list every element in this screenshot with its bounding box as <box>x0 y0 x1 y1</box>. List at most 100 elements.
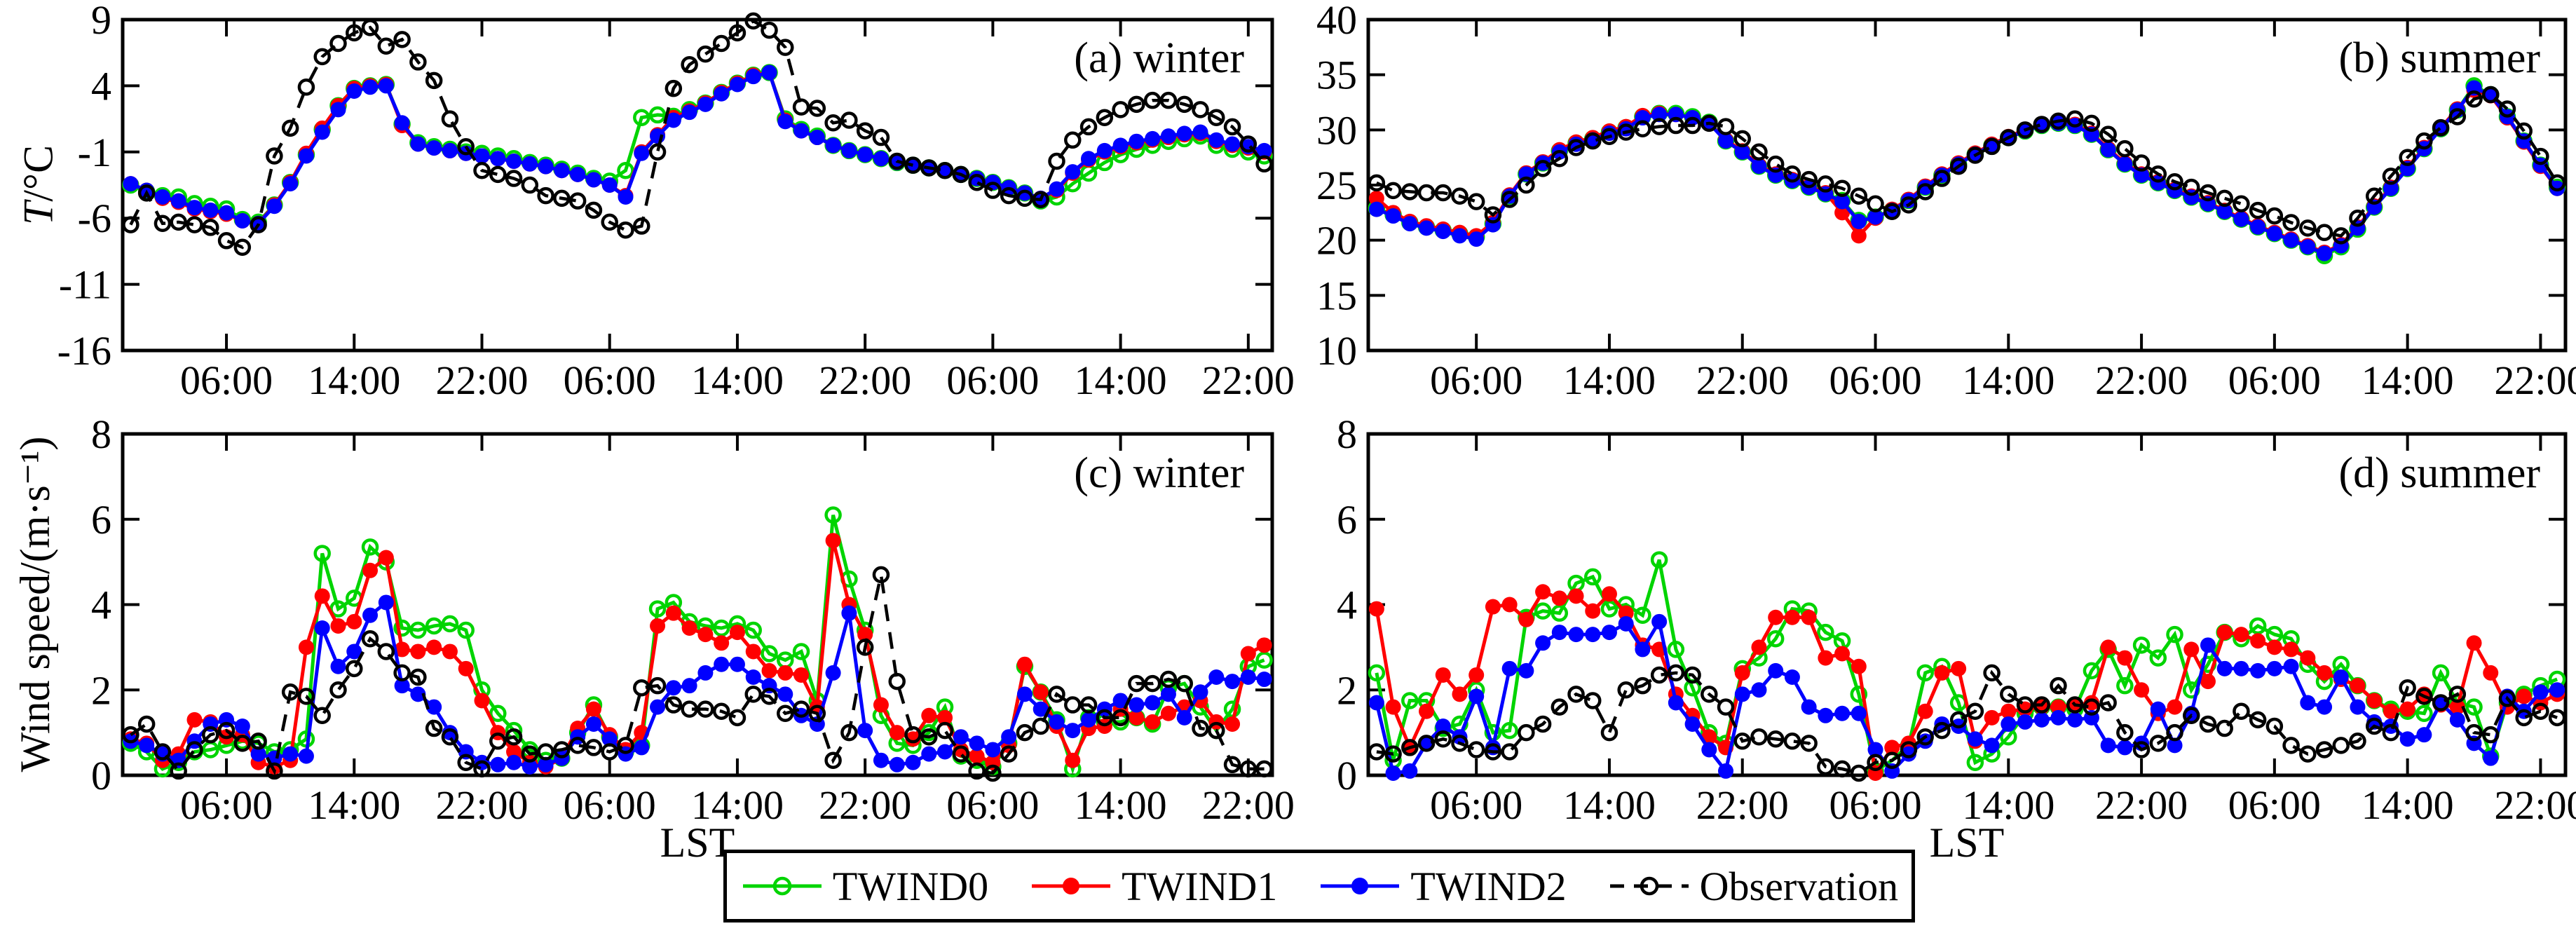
x-tick-label: 22:00 <box>1202 782 1295 828</box>
series-line-Observation <box>1376 669 2558 775</box>
x-tick-label: 06:00 <box>1430 782 1522 828</box>
legend-item-twind1: TWIND1 <box>1029 863 1277 910</box>
y-tick-label: 25 <box>1316 163 1357 208</box>
x-tick-label: 22:00 <box>435 358 528 403</box>
x-tick-label: 14:00 <box>1563 782 1656 828</box>
x-tick-label: 14:00 <box>691 358 784 403</box>
series-line-Observation <box>1375 93 2559 238</box>
y-tick-label: 8 <box>1337 411 1357 457</box>
series-line-TWIND0 <box>1375 559 2558 774</box>
y-tick-label: -11 <box>59 262 111 308</box>
x-tick-label: 06:00 <box>1430 358 1522 403</box>
y-tick-label: -6 <box>78 196 111 241</box>
y-tick-label: -1 <box>78 130 111 175</box>
panel-c-plot: 06:00 14:00 22:00 06:00 14:00 22:00 06:00 14:00… <box>91 411 1295 828</box>
x-tick-label: 22:00 <box>2494 358 2576 403</box>
x-tick-label: 14:00 <box>2362 782 2454 828</box>
series-line-TWIND0 <box>1375 83 2559 258</box>
x-tick-label: 06:00 <box>2228 782 2321 828</box>
panel-a-plot: 06:00 14:00 22:00 06:00 14:00 22:00 06:00 14:00… <box>57 0 1295 403</box>
x-axis-label-left: LST <box>660 819 735 866</box>
legend-label-twind2: TWIND2 <box>1410 863 1567 909</box>
x-tick-label: 14:00 <box>308 358 400 403</box>
y-tick-label: 8 <box>91 411 111 457</box>
y-tick-label: 20 <box>1316 218 1357 264</box>
temp-unit: /°C <box>15 144 62 202</box>
y-tick-label: 2 <box>1337 667 1357 713</box>
legend-item-twind2: TWIND2 <box>1318 863 1567 910</box>
x-tick-label: 22:00 <box>819 782 911 828</box>
y-tick-label: 40 <box>1316 0 1357 43</box>
twind0-line-marker-icon <box>742 876 822 896</box>
series-markers-TWIND1 <box>123 533 1272 775</box>
y-tick-label: 4 <box>1337 583 1357 628</box>
legend-item-twind0: TWIND0 <box>740 863 988 910</box>
x-tick-label: 06:00 <box>946 782 1039 828</box>
x-tick-label: 14:00 <box>1962 358 2054 403</box>
legend-label-twind1: TWIND1 <box>1122 863 1278 909</box>
panel-d-title: (d) summer <box>2338 449 2540 497</box>
x-tick-label: 22:00 <box>2494 782 2576 828</box>
series-markers-TWIND0 <box>1368 551 2566 780</box>
legend: TWIND0 TWIND1 TWIND2 Observation <box>723 850 1915 922</box>
x-tick-label: 22:00 <box>2095 358 2188 403</box>
series-line-TWIND2 <box>1375 86 2559 256</box>
series-markers-TWIND2 <box>123 594 1272 775</box>
panel-a-title: (a) winter <box>1074 34 1244 82</box>
twind1-line-marker-icon <box>1032 878 1111 894</box>
x-tick-label: 14:00 <box>691 782 784 828</box>
x-tick-label: 06:00 <box>2228 358 2321 403</box>
x-tick-label: 14:00 <box>1563 358 1656 403</box>
series-markers-Observation <box>122 566 1273 782</box>
x-tick-label: 14:00 <box>1075 782 1167 828</box>
x-tick-label: 22:00 <box>435 782 528 828</box>
series-markers-Observation <box>1368 86 2566 245</box>
y-tick-label: 30 <box>1316 107 1357 153</box>
y-tick-label: 2 <box>91 667 111 713</box>
y-tick-label: 4 <box>91 583 111 628</box>
x-tick-label: 06:00 <box>1829 358 1921 403</box>
y-tick-label: 4 <box>91 63 111 109</box>
observation-dash-circle-icon <box>1609 876 1689 896</box>
x-tick-label: 14:00 <box>308 782 400 828</box>
twind2-line-marker-icon <box>1321 878 1400 894</box>
x-tick-label: 14:00 <box>1075 358 1167 403</box>
y-tick-label: 9 <box>91 0 111 43</box>
x-tick-label: 06:00 <box>1829 782 1921 828</box>
x-tick-label: 22:00 <box>1696 358 1789 403</box>
series-markers-TWIND2 <box>123 64 1272 231</box>
panel-c-title: (c) winter <box>1074 449 1244 497</box>
legend-item-observation: Observation <box>1607 863 1899 910</box>
y-tick-label: 0 <box>1337 753 1357 798</box>
x-tick-label: 06:00 <box>180 782 273 828</box>
x-tick-label: 22:00 <box>819 358 911 403</box>
x-tick-label: 06:00 <box>946 358 1039 403</box>
temp-symbol: T <box>15 201 62 226</box>
legend-label-twind0: TWIND0 <box>832 863 989 909</box>
x-tick-label: 22:00 <box>1202 358 1295 403</box>
panel-d-plot: 06:00 14:00 22:00 06:00 14:00 22:00 06:00 14:00… <box>1337 411 2576 828</box>
legend-label-observation: Observation <box>1699 863 1899 909</box>
y-tick-label: 0 <box>91 753 111 798</box>
y-tick-label: 35 <box>1316 53 1357 98</box>
series-line-TWIND1 <box>1375 88 2559 254</box>
panel-b-title: (b) summer <box>2338 34 2540 82</box>
panel-b-plot: 06:00 14:00 22:00 06:00 14:00 22:00 06:00 14:00… <box>1316 0 2576 403</box>
series-markers-Observation <box>1368 664 2566 782</box>
y-tick-label: 15 <box>1316 273 1357 318</box>
series-markers-TWIND0 <box>122 506 1273 778</box>
x-tick-label: 22:00 <box>2095 782 2188 828</box>
x-tick-label: 14:00 <box>1962 782 2054 828</box>
y-axis-label-temperature: T/°C <box>15 145 63 225</box>
y-tick-label: 10 <box>1316 328 1357 374</box>
y-tick-label: -16 <box>57 328 111 374</box>
y-tick-label: 6 <box>1337 497 1357 543</box>
series-line-TWIND0 <box>130 70 1265 224</box>
x-tick-label: 06:00 <box>564 782 656 828</box>
x-tick-label: 22:00 <box>1696 782 1789 828</box>
x-axis-label-right: LST <box>1929 819 2005 866</box>
x-tick-label: 06:00 <box>564 358 656 403</box>
x-tick-label: 14:00 <box>2362 358 2454 403</box>
